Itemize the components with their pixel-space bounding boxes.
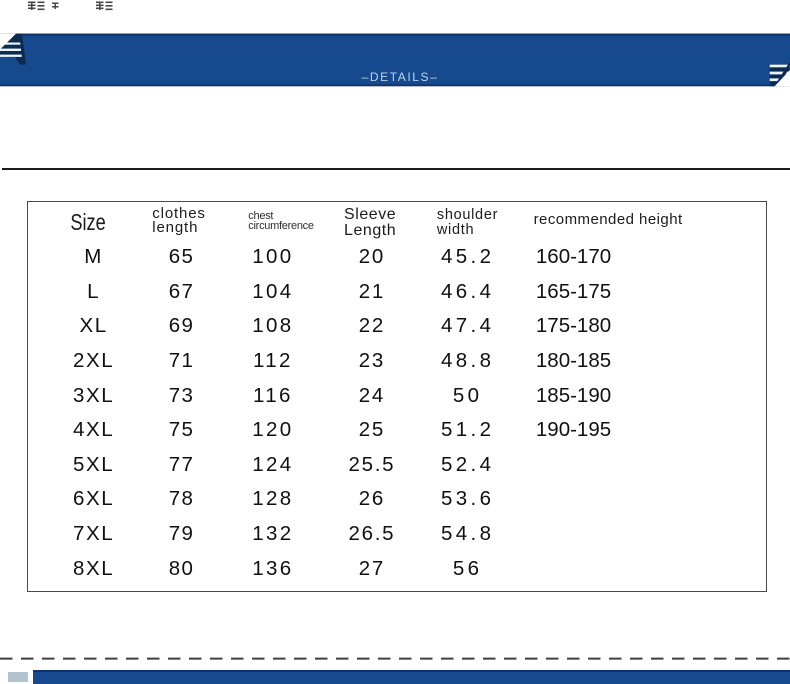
svg-text:–DETAILS–: –DETAILS– — [362, 70, 439, 84]
